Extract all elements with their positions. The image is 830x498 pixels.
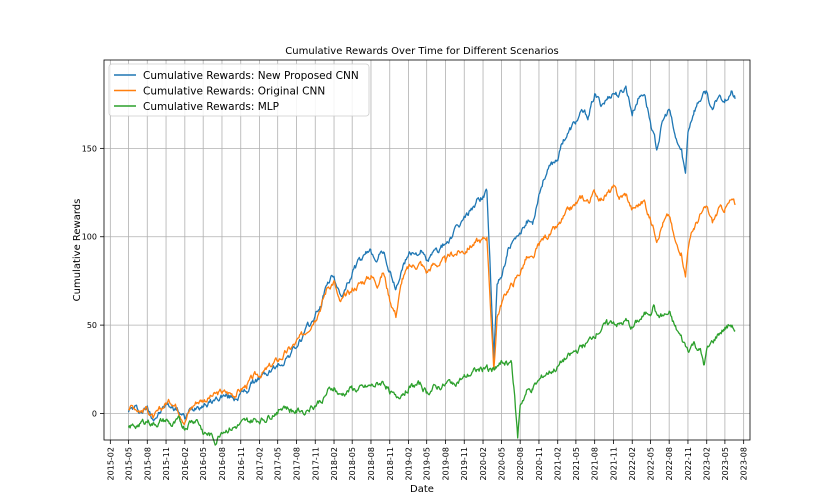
x-tick-label: 2022-02 [628,447,637,480]
x-axis-title: Date [410,484,434,495]
x-tick-label: 2021-05 [572,447,581,480]
x-tick-label: 2018-08 [367,447,376,480]
x-tick-label: 2016-02 [181,447,190,480]
x-tick-label: 2016-08 [218,447,227,480]
legend: Cumulative Rewards: New Proposed CNN Cumu… [108,63,370,117]
x-tick-label: 2018-02 [330,447,339,480]
x-tick-label: 2015-08 [143,447,152,480]
x-tick-label: 2019-02 [405,447,414,480]
chart-title: Cumulative Rewards Over Time for Differe… [285,46,558,57]
legend-frame [108,63,370,117]
y-tick-label: 50 [87,321,97,330]
x-tick-label: 2020-02 [479,447,488,480]
x-tick-label: 2021-02 [554,447,563,480]
legend-label-2: Cumulative Rewards: MLP [143,101,279,113]
x-tick-label: 2016-11 [237,447,246,480]
x-tick-label: 2020-11 [535,447,544,480]
x-tick-label: 2017-02 [256,447,265,480]
x-tick-label: 2023-02 [703,447,712,480]
x-tick-label: 2017-08 [292,447,301,480]
y-axis-title: Cumulative Rewards [72,199,83,302]
x-tick-label: 2020-05 [497,447,506,480]
x-tick-label: 2015-11 [162,447,171,480]
grid [104,60,750,440]
series-line-0 [127,85,736,422]
x-tick-label: 2018-11 [386,447,395,480]
series-line-2 [127,304,736,446]
series-lines [127,85,736,446]
x-tick-label: 2021-08 [591,447,600,480]
x-tick-label: 2022-08 [665,447,674,480]
y-tick-label: 0 [92,409,97,418]
x-tick-label: 2017-11 [311,447,320,480]
x-tick-label: 2017-05 [274,447,283,480]
x-tick-label: 2019-05 [423,447,432,480]
x-tick-label: 2021-11 [609,447,618,480]
x-tick-label: 2016-05 [199,447,208,480]
axes: 2015-02 2015-05 2015-08 2015-11 2016-02 2016-… [82,144,749,480]
legend-label-0: Cumulative Rewards: New Proposed CNN [143,70,359,82]
x-tick-label: 2022-05 [646,447,655,480]
x-tick-label: 2023-08 [740,447,749,480]
legend-label-1: Cumulative Rewards: Original CNN [143,86,325,98]
x-tick-label: 2020-08 [516,447,525,480]
x-tick-label: 2022-11 [684,447,693,480]
series-line-1 [128,184,736,426]
x-tick-label: 2015-02 [106,447,115,480]
y-tick-label: 100 [82,233,97,242]
y-tick-label: 150 [82,144,97,153]
x-tick-label: 2018-05 [348,447,357,480]
x-tick-label: 2015-05 [124,447,133,480]
x-tick-label: 2023-05 [721,447,730,480]
x-tick-label: 2019-11 [460,447,469,480]
x-tick-label: 2019-08 [441,447,450,480]
